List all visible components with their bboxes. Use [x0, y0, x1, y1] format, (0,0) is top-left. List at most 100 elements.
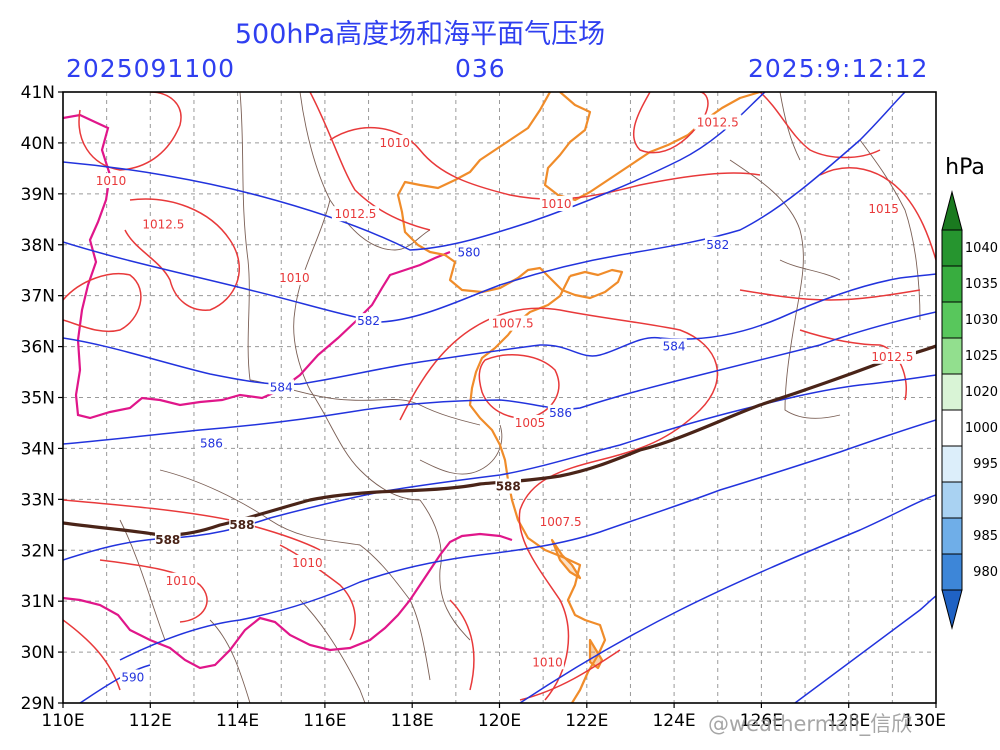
- contour-label: 1012.5: [697, 116, 739, 130]
- contour-588-line: [63, 344, 936, 537]
- lon-tick-label: 114E: [216, 711, 259, 731]
- coastline: [396, 92, 761, 703]
- colorbar-cell: [941, 373, 963, 411]
- lon-tick-label: 112E: [129, 711, 172, 731]
- contour-label: 1012.5: [334, 207, 376, 221]
- contour-label-bg: [94, 173, 128, 189]
- contour-label: 590: [121, 671, 144, 685]
- forecast-hour: 036: [455, 54, 506, 83]
- colorbar-level-label: 990: [973, 493, 998, 508]
- colorbar-cell: [941, 409, 963, 447]
- pressure-contour-labels: 1010 1010 1012.5 1012.5 1010 1012.5 1010 1015 10…: [94, 114, 916, 670]
- map-grid: [63, 92, 936, 703]
- lon-tick-label: 118E: [391, 711, 434, 731]
- lon-tick-label: 110E: [41, 711, 84, 731]
- contour-label-bg: [277, 269, 311, 285]
- colorbar-level-label: 1020: [965, 385, 998, 400]
- contour-label: 1010: [541, 197, 572, 211]
- lon-tick-label: 130E: [903, 711, 946, 731]
- colorbar-level-label: 1025: [965, 349, 998, 364]
- colorbar-cell: [941, 445, 963, 483]
- contour-label: 1012.5: [871, 350, 913, 364]
- contour-label-bg: [154, 532, 181, 548]
- contour-label: 586: [200, 436, 223, 450]
- lat-tick-label: 33N: [21, 490, 55, 510]
- lon-tick-label: 128E: [827, 711, 870, 731]
- colorbar-level-label: 1030: [965, 313, 998, 328]
- lon-tick-label: 120E: [478, 711, 521, 731]
- lat-tick-label: 38N: [21, 236, 55, 256]
- contour-label-bg: [704, 236, 731, 252]
- colorbar-title: hPa: [945, 155, 985, 180]
- contour-label-bg: [867, 201, 901, 217]
- contour-label: 586: [549, 406, 572, 420]
- colorbar-cell: [941, 265, 963, 303]
- lon-tick-label: 122E: [565, 711, 608, 731]
- lat-tick-label: 41N: [21, 83, 55, 103]
- watermark: @weathermall_信欣: [708, 712, 913, 736]
- contour-label: 1010: [96, 174, 127, 188]
- colorbar-cell: [941, 481, 963, 519]
- contour-label-bg: [331, 206, 380, 222]
- contour-label: 1005: [515, 416, 546, 430]
- lat-tick-label: 37N: [21, 287, 55, 307]
- contour-label: 588: [229, 518, 254, 532]
- contour-label: 1015: [868, 202, 899, 216]
- lat-tick-label: 39N: [21, 185, 55, 205]
- colorbar-cell: [941, 301, 963, 339]
- contour-label: 1010: [532, 655, 563, 669]
- lat-tick-label: 35N: [21, 389, 55, 409]
- contour-label-bg: [378, 134, 412, 150]
- contour-label-bg: [537, 514, 585, 530]
- contour-label-bg: [139, 216, 187, 232]
- contour-label: 584: [270, 380, 293, 394]
- lat-tick-label: 36N: [21, 338, 55, 358]
- contour-label-bg: [488, 315, 537, 331]
- latitude-axis: 29N 30N 31N 32N 33N 34N 35N 36N 37N 38N 39N 40N 41N: [21, 83, 63, 714]
- lat-tick-label: 40N: [21, 134, 55, 154]
- colorbar-level-label: 985: [973, 529, 998, 544]
- lon-tick-label: 116E: [303, 711, 346, 731]
- lon-tick-label: 126E: [740, 711, 783, 731]
- valid-time: 2025:9:12:12: [748, 54, 929, 83]
- colorbar-bottom-arrow: [941, 589, 963, 630]
- contour-label-bg: [495, 478, 522, 494]
- contour-label: 1007.5: [492, 317, 534, 331]
- colorbar-level-label: 995: [973, 457, 998, 472]
- contour-label: 580: [457, 245, 480, 259]
- region-boundary: [63, 113, 513, 670]
- contour-label-bg: [661, 338, 687, 354]
- height-contour-labels: 580 582 582 584 584 586 586 588 588 588 590: [120, 236, 731, 685]
- lat-tick-label: 30N: [21, 643, 55, 663]
- contour-label-bg: [229, 516, 255, 532]
- colorbar-cell: [941, 553, 963, 591]
- contour-label: 588: [496, 480, 521, 494]
- colorbar-cell: [941, 337, 963, 375]
- pressure-contours: [63, 92, 936, 701]
- colorbar-cell: [941, 229, 963, 267]
- contour-label-bg: [868, 348, 916, 364]
- contour-label: 1010: [379, 136, 410, 150]
- contour-label-bg: [198, 435, 225, 451]
- contour-label-bg: [547, 404, 574, 420]
- lat-tick-label: 29N: [21, 694, 55, 714]
- lat-tick-label: 31N: [21, 592, 55, 612]
- colorbar-level-label: 1040: [965, 241, 998, 256]
- colorbar-top-arrow: [941, 190, 963, 231]
- contour-label: 582: [706, 238, 729, 252]
- contour-label-bg: [694, 114, 742, 130]
- contour-label: 1012.5: [142, 217, 184, 231]
- contour-label: 588: [155, 533, 180, 547]
- contour-label: 584: [663, 340, 686, 354]
- contour-label-bg: [531, 654, 564, 670]
- contour-label-bg: [268, 379, 295, 395]
- lat-tick-label: 32N: [21, 541, 55, 561]
- contour-label: 1007.5: [540, 515, 582, 529]
- lat-tick-label: 34N: [21, 439, 55, 459]
- pressure-colorbar: hPa 1040 1035 1030 1025 1020 1000 995 990 985 980: [941, 155, 998, 630]
- lon-tick-label: 124E: [652, 711, 695, 731]
- contour-label: 1010: [166, 574, 197, 588]
- contour-label: 582: [357, 314, 380, 328]
- colorbar-level-label: 1035: [965, 277, 998, 292]
